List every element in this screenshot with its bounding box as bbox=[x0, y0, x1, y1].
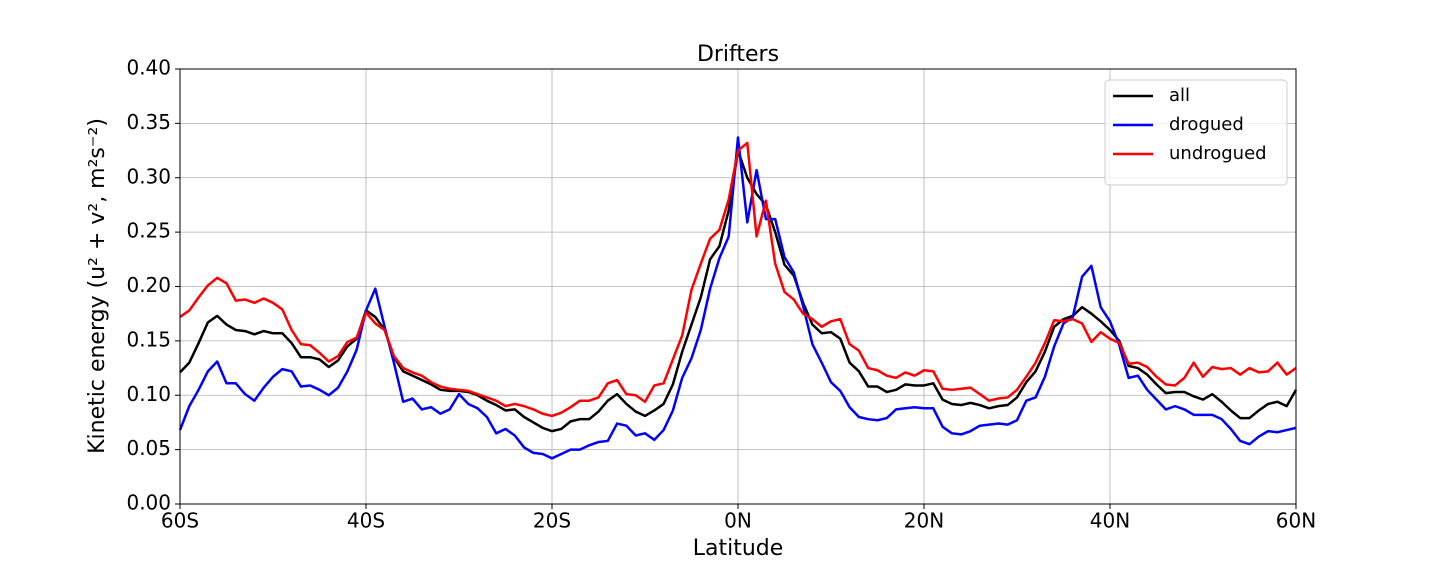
legend-box bbox=[1104, 79, 1288, 186]
y-tick-label: 0.30 bbox=[126, 164, 171, 188]
y-tick-label: 0.05 bbox=[126, 436, 171, 460]
y-tick-label: 0.00 bbox=[126, 491, 171, 515]
plot-frame bbox=[179, 68, 1297, 505]
y-tick-label: 0.35 bbox=[126, 110, 171, 134]
x-tick-label: 0N bbox=[724, 509, 752, 533]
legend-label: undrogued bbox=[1169, 143, 1267, 164]
y-tick-label: 0.15 bbox=[126, 327, 171, 351]
y-tick-label: 0.40 bbox=[126, 56, 171, 80]
y-axis-label: Kinetic energy (u² + v², m²s⁻²) bbox=[85, 118, 110, 454]
legend-label: all bbox=[1169, 85, 1190, 106]
x-tick-label: 60N bbox=[1276, 509, 1316, 533]
y-tick-label: 0.20 bbox=[126, 273, 171, 297]
x-tick-label: 20S bbox=[533, 509, 571, 533]
x-tick-label: 40N bbox=[1090, 509, 1130, 533]
chart-title: Drifters bbox=[697, 42, 779, 67]
x-tick-label: 60S bbox=[161, 509, 199, 533]
line-series bbox=[178, 136, 1297, 460]
x-tick-label: 20N bbox=[904, 509, 944, 533]
legend-label: drogued bbox=[1169, 114, 1244, 135]
y-tick-label: 0.25 bbox=[126, 219, 171, 243]
x-tick-label: 40S bbox=[347, 509, 385, 533]
x-axis-label: Latitude bbox=[693, 536, 784, 561]
y-tick-label: 0.10 bbox=[126, 382, 171, 406]
line-series bbox=[179, 141, 1297, 418]
